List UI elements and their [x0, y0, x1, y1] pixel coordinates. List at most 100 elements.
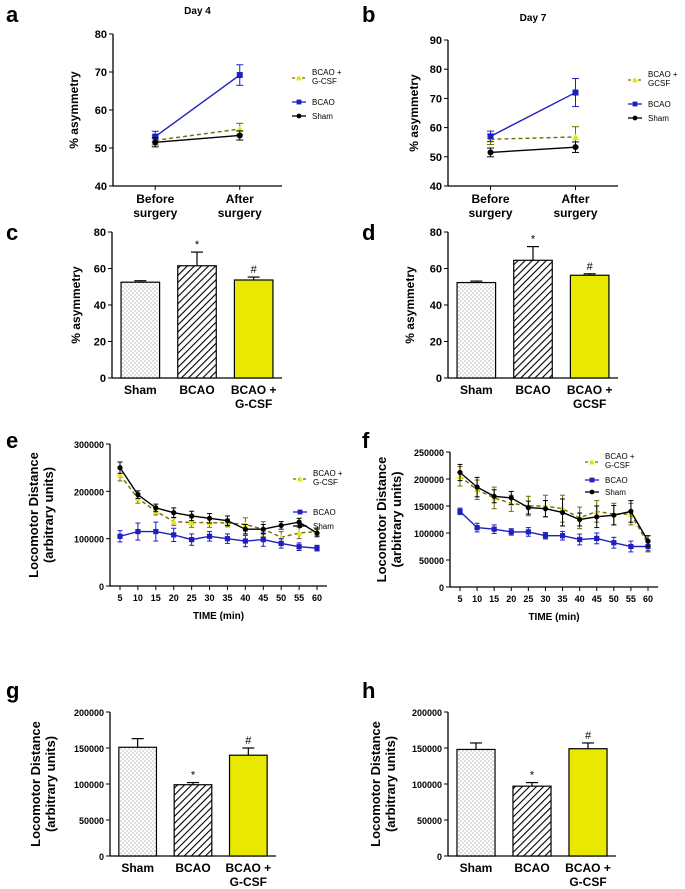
x-category-label: BCAO + G-CSF: [225, 861, 271, 889]
y-axis-label: % asymmetry: [67, 71, 81, 149]
series-2: [487, 141, 579, 158]
x-category-label: BCAO: [175, 861, 210, 875]
chart-panel-g: 0 50000 100000 150000 200000 Locomotor Distan…: [28, 708, 276, 889]
data-point: [525, 529, 531, 535]
series-2: [457, 463, 651, 547]
y-tick-label: 100000: [74, 535, 104, 545]
data-point: [314, 545, 320, 551]
legend-marker: [589, 477, 595, 483]
chart-panel-h: 0 50000 100000 150000 200000 Locomotor Distan…: [368, 708, 616, 889]
y-tick-label: 150000: [412, 744, 442, 754]
data-point: [487, 133, 494, 140]
x-category-label: Before surgery: [133, 192, 177, 220]
data-point: [135, 492, 141, 498]
data-point: [474, 484, 480, 490]
x-category-label: BCAO: [515, 383, 550, 397]
data-point: [278, 540, 284, 546]
data-point: [594, 514, 600, 520]
y-tick-label: 250000: [414, 448, 444, 458]
x-category-label: BCAO: [514, 861, 549, 875]
series-line: [490, 136, 576, 140]
y-tick-label: 50000: [419, 556, 444, 566]
y-tick-label: 40: [94, 300, 106, 312]
panel-label-h: h: [362, 678, 375, 703]
data-point: [189, 513, 195, 519]
significance-mark: *: [195, 239, 200, 251]
series-line: [155, 134, 240, 143]
y-tick-label: 100000: [414, 529, 444, 539]
series-line: [490, 146, 576, 154]
series-1: [487, 78, 579, 143]
y-tick-label: 50000: [79, 816, 104, 826]
legend-marker: [589, 459, 595, 465]
legend-label: BCAO: [648, 100, 671, 109]
data-point: [260, 526, 266, 532]
data-point: [188, 519, 195, 526]
y-axis-label: Locomotor Distance(arbitrary units): [374, 457, 404, 583]
x-tick-label: 10: [133, 593, 143, 603]
x-category-label: After surgery: [218, 192, 262, 220]
data-point: [542, 533, 549, 539]
data-point: [206, 515, 213, 521]
data-point: [474, 525, 480, 531]
x-category-label: After surgery: [553, 192, 597, 220]
data-point: [572, 133, 579, 140]
y-tick-label: 200000: [412, 708, 442, 718]
data-point: [153, 505, 159, 511]
data-point: [117, 533, 123, 539]
data-point: [236, 125, 244, 132]
legend-marker: [297, 476, 303, 482]
series-line: [119, 530, 318, 549]
data-point: [116, 471, 124, 478]
x-category-label: Sham: [124, 383, 157, 397]
data-point: [189, 537, 195, 543]
y-axis-label: Locomotor Distance(arbitrary units): [26, 452, 56, 578]
x-category-label: BCAO: [179, 383, 214, 397]
series-1: [151, 64, 244, 143]
bar: [568, 748, 608, 857]
x-tick-label: 50: [609, 594, 619, 604]
data-point: [577, 536, 583, 543]
series-line: [119, 474, 318, 538]
x-tick-label: 40: [575, 594, 585, 604]
y-tick-label: 150000: [414, 502, 444, 512]
panel-label-f: f: [362, 428, 370, 453]
chart-title: Day 4: [184, 6, 211, 17]
x-tick-label: 60: [312, 593, 322, 603]
data-point: [559, 533, 566, 539]
series-2: [151, 130, 244, 148]
data-point: [314, 530, 320, 536]
significance-mark: *: [531, 234, 536, 246]
y-tick-label: 50000: [417, 816, 442, 826]
data-point: [487, 149, 494, 156]
x-tick-label: 30: [540, 594, 550, 604]
series-line: [154, 74, 241, 138]
legend: BCAO + G-CSF BCAO Sham: [293, 469, 343, 531]
data-point: [296, 519, 302, 525]
y-tick-label: 100000: [412, 780, 442, 790]
data-point: [135, 528, 141, 535]
x-category-label: Sham: [460, 383, 493, 397]
y-tick-label: 0: [437, 852, 442, 862]
bar: [456, 281, 497, 379]
x-tick-label: 45: [258, 593, 268, 603]
x-category-label: BCAO + G-CSF: [565, 861, 611, 889]
data-point: [242, 526, 248, 532]
y-tick-label: 60: [95, 105, 107, 117]
y-tick-label: 80: [94, 227, 106, 239]
legend-marker: [632, 115, 638, 121]
bar: [512, 785, 552, 857]
y-tick-label: 0: [100, 373, 106, 385]
data-point: [236, 72, 243, 79]
bar: [177, 265, 217, 379]
y-axis-label: % asymmetry: [407, 74, 421, 152]
significance-mark: *: [530, 770, 535, 782]
series-0: [487, 126, 579, 148]
legend-label: BCAO + G-CSF: [312, 68, 342, 86]
data-point: [594, 535, 600, 541]
panel-label-a: a: [6, 2, 19, 27]
bar: [228, 754, 268, 857]
data-point: [525, 505, 531, 511]
legend-label: BCAO + GCSF: [648, 70, 678, 88]
